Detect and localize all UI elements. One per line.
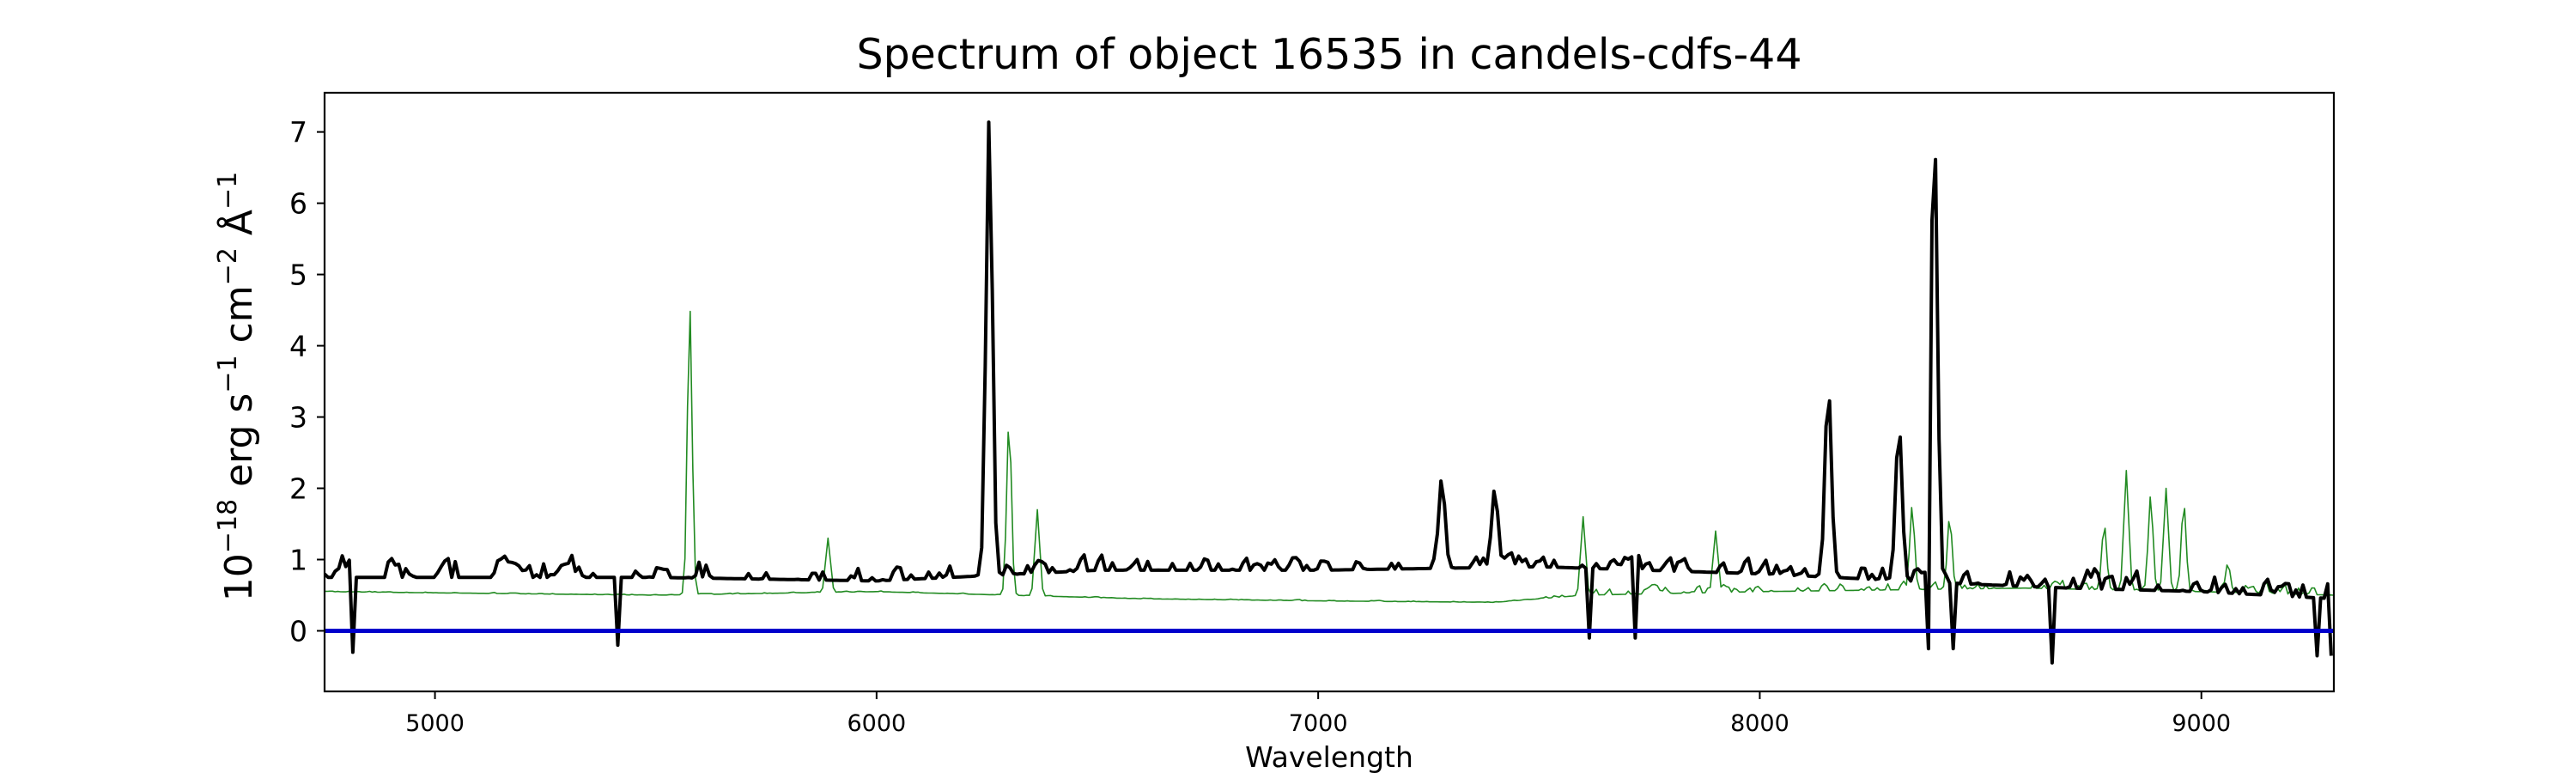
y-tick-label: 2 [289, 472, 307, 506]
x-tick-label: 5000 [405, 710, 465, 737]
y-axis-label: 10−18 erg s−1 cm−2 Å−1 [213, 172, 261, 601]
y-tick-label: 1 [289, 543, 307, 576]
y-tick-label: 5 [289, 259, 307, 292]
x-tick-label: 9000 [2172, 710, 2231, 737]
chart-title: Spectrum of object 16535 in candels-cdfs… [856, 30, 1801, 79]
x-tick-label: 7000 [1289, 710, 1348, 737]
y-tick-label: 6 [289, 187, 307, 221]
x-tick-label: 6000 [847, 710, 906, 737]
y-tick-label: 4 [289, 330, 307, 363]
axes-layer: 5000 6000 7000 8000 9000 0 1 2 3 4 5 6 7 [289, 91, 2336, 737]
series-line-spectrum [325, 120, 2333, 665]
plot-frame [323, 91, 2336, 693]
x-tick-label: 8000 [1730, 710, 1789, 737]
x-axis-label: Wavelength [1245, 740, 1413, 773]
y-tick-label: 0 [289, 614, 307, 648]
series-layer [325, 120, 2334, 665]
series-line-model [325, 310, 2334, 604]
y-tick-label: 7 [289, 116, 307, 149]
y-tick-label: 3 [289, 401, 307, 435]
